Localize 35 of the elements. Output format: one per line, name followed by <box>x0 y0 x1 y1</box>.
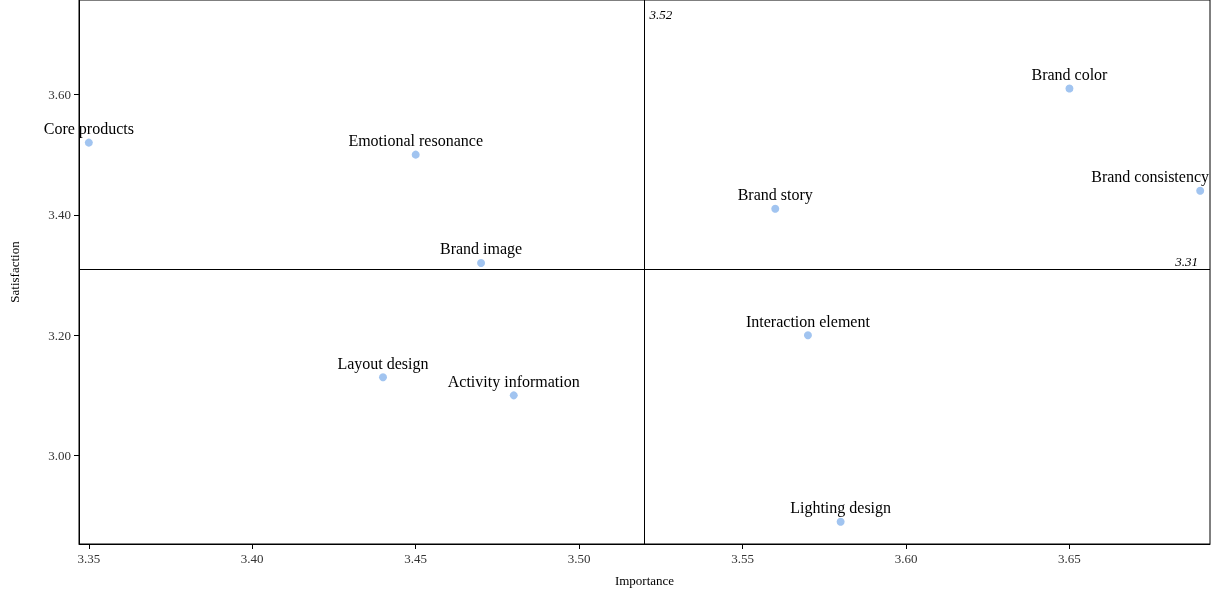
point <box>379 373 387 382</box>
x-tick-label: 3.55 <box>731 551 754 566</box>
y-axis-title: Satisfaction <box>7 240 22 303</box>
point <box>771 204 780 213</box>
annotation: Brand image <box>439 240 523 259</box>
x-tick-label: 3.35 <box>77 551 101 566</box>
annotation: Emotional resonance <box>348 132 483 150</box>
y-tick-label: 3.20 <box>48 327 71 343</box>
point <box>411 150 420 159</box>
annotation: Core products <box>43 120 134 139</box>
annotation: Lighting design <box>790 499 892 518</box>
y-tick-label: 3.00 <box>48 448 71 464</box>
x-tick-label: 3.50 <box>567 551 591 566</box>
x-tick-label: 3.40 <box>240 551 264 566</box>
ref-line-label: 3.52 <box>648 7 673 22</box>
point <box>84 138 93 147</box>
point <box>509 391 518 400</box>
point <box>836 517 845 526</box>
annotation: Brand consistency <box>1091 168 1209 187</box>
y-tick-label: 3.40 <box>48 207 71 223</box>
annotation: Layout design <box>337 354 429 373</box>
annotation: Brand color <box>1031 65 1109 83</box>
x-tick-label: 3.45 <box>404 551 428 566</box>
annotation: Activity information <box>447 372 580 391</box>
point <box>1065 84 1074 93</box>
point <box>803 331 812 340</box>
point <box>1196 186 1205 195</box>
annotation: Interaction element <box>745 312 871 330</box>
x-tick-label: 3.60 <box>894 551 918 566</box>
x-tick-label: 3.65 <box>1058 551 1081 566</box>
y-tick-label: 3.60 <box>48 86 71 102</box>
x-axis-title: Importance <box>614 573 675 588</box>
annotation: Brand story <box>737 186 813 205</box>
ref-line-label: 3.31 <box>1174 253 1198 269</box>
point <box>477 258 486 267</box>
